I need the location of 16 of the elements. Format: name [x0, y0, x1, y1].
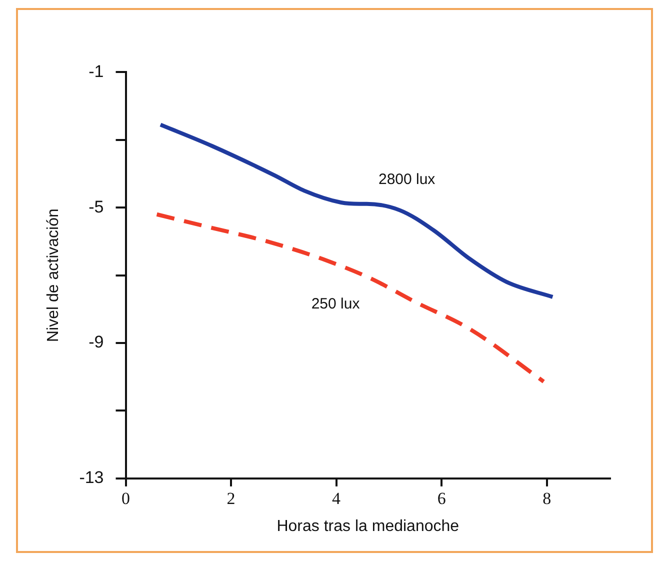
- y-tick-label: -13: [79, 468, 104, 488]
- x-tick-label: 2: [226, 489, 236, 508]
- x-tick-label: 6: [437, 489, 446, 508]
- x-tick-label: 8: [542, 489, 552, 508]
- line-series: [154, 212, 546, 384]
- y-tick-label: -9: [88, 332, 104, 352]
- y-tick-label: -5: [88, 197, 104, 216]
- frame: Horas tras la medianoche Nivel de activación 0 2 4 6 8 -1 -5 -9 -13 2800 lux 250 lux: [16, 8, 653, 553]
- series-label: 250 lux: [311, 295, 360, 312]
- x-axis-title: Horas tras la medianoche: [276, 518, 460, 535]
- y-tick-label: -1: [88, 62, 104, 81]
- line-series: [158, 122, 555, 299]
- x-tick-label: 0: [122, 489, 130, 508]
- x-tick-label: 4: [332, 489, 342, 508]
- y-axis-title: Nivel de activación: [45, 208, 62, 342]
- series-label: 2800 lux: [378, 171, 436, 188]
